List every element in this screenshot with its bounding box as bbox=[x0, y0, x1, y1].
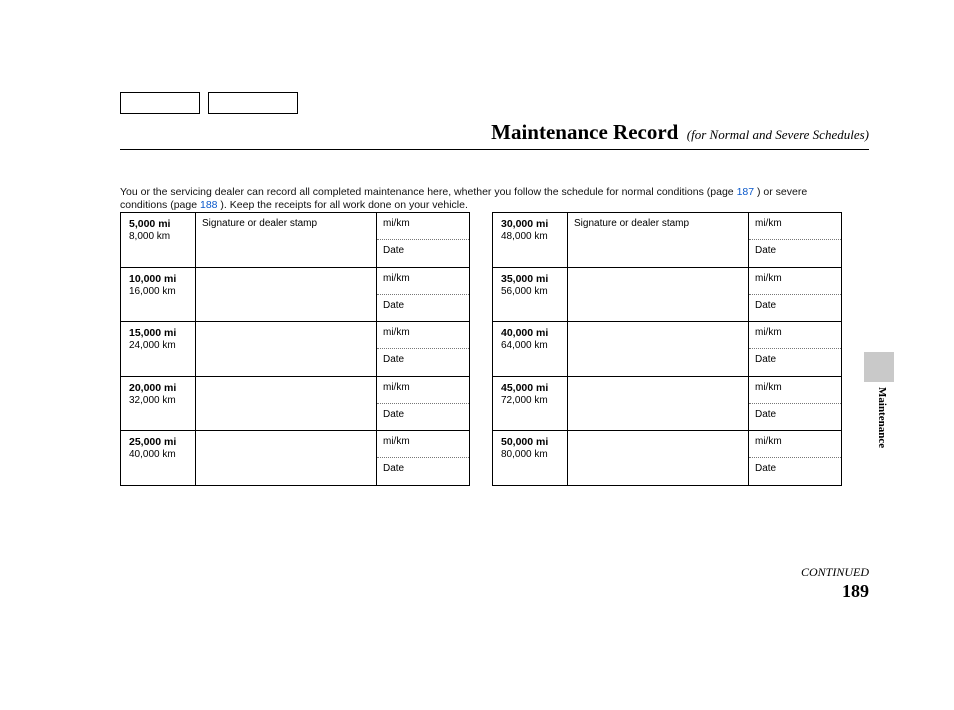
table-row: 5,000 mi8,000 kmSignature or dealer stam… bbox=[121, 213, 470, 268]
page-container: Maintenance Record (for Normal and Sever… bbox=[0, 0, 954, 710]
signature-cell bbox=[196, 376, 377, 431]
intro-part1: You or the servicing dealer can record a… bbox=[120, 186, 737, 198]
mileage-mi: 50,000 mi bbox=[501, 436, 548, 448]
mileage-km: 8,000 km bbox=[129, 231, 170, 242]
link-page-187[interactable]: 187 bbox=[737, 186, 755, 198]
signature-cell: Signature or dealer stamp bbox=[568, 213, 749, 268]
mileage-km: 32,000 km bbox=[129, 395, 176, 406]
mileage-cell: 30,000 mi48,000 km bbox=[493, 213, 568, 268]
mikm-field: mi/km bbox=[749, 322, 841, 349]
date-field: Date bbox=[749, 404, 841, 430]
table-row: 35,000 mi56,000 km mi/kmDate bbox=[493, 267, 842, 322]
mileage-mi: 5,000 mi bbox=[129, 218, 170, 230]
date-field: Date bbox=[377, 295, 469, 321]
mileage-km: 64,000 km bbox=[501, 340, 548, 351]
intro-text: You or the servicing dealer can record a… bbox=[120, 186, 839, 212]
table-row: 25,000 mi40,000 km mi/kmDate bbox=[121, 431, 470, 486]
mileage-km: 48,000 km bbox=[501, 231, 548, 242]
record-cell: mi/kmDate bbox=[377, 267, 470, 322]
placeholder-box-2 bbox=[208, 92, 298, 114]
signature-cell bbox=[196, 267, 377, 322]
placeholder-boxes bbox=[120, 92, 298, 114]
date-field: Date bbox=[377, 458, 469, 484]
table-row: 50,000 mi80,000 km mi/kmDate bbox=[493, 431, 842, 486]
mileage-cell: 10,000 mi16,000 km bbox=[121, 267, 196, 322]
mileage-mi: 30,000 mi bbox=[501, 218, 548, 230]
date-field: Date bbox=[749, 240, 841, 266]
page-subtitle: (for Normal and Severe Schedules) bbox=[687, 127, 869, 142]
mileage-cell: 45,000 mi72,000 km bbox=[493, 376, 568, 431]
mileage-km: 80,000 km bbox=[501, 449, 548, 460]
signature-cell bbox=[196, 431, 377, 486]
date-field: Date bbox=[377, 349, 469, 375]
mileage-cell: 5,000 mi8,000 km bbox=[121, 213, 196, 268]
mileage-cell: 20,000 mi32,000 km bbox=[121, 376, 196, 431]
mikm-field: mi/km bbox=[377, 213, 469, 240]
maintenance-table-left: 5,000 mi8,000 kmSignature or dealer stam… bbox=[120, 212, 470, 486]
mikm-field: mi/km bbox=[749, 268, 841, 295]
record-cell: mi/kmDate bbox=[749, 376, 842, 431]
mileage-km: 72,000 km bbox=[501, 395, 548, 406]
side-label: Maintenance bbox=[876, 387, 888, 448]
heading-row: Maintenance Record (for Normal and Sever… bbox=[120, 120, 869, 150]
record-cell: mi/kmDate bbox=[749, 267, 842, 322]
date-field: Date bbox=[377, 240, 469, 266]
signature-cell bbox=[568, 322, 749, 377]
mileage-mi: 45,000 mi bbox=[501, 382, 548, 394]
continued-label: CONTINUED bbox=[801, 565, 869, 580]
mileage-cell: 50,000 mi80,000 km bbox=[493, 431, 568, 486]
date-field: Date bbox=[377, 404, 469, 430]
mikm-field: mi/km bbox=[749, 213, 841, 240]
record-cell: mi/kmDate bbox=[749, 431, 842, 486]
side-tab bbox=[864, 352, 894, 382]
mileage-km: 40,000 km bbox=[129, 449, 176, 460]
mikm-field: mi/km bbox=[749, 377, 841, 404]
intro-part3: ). Keep the receipts for all work done o… bbox=[218, 199, 468, 211]
table-row: 30,000 mi48,000 kmSignature or dealer st… bbox=[493, 213, 842, 268]
table-row: 20,000 mi32,000 km mi/kmDate bbox=[121, 376, 470, 431]
record-cell: mi/kmDate bbox=[749, 322, 842, 377]
mikm-field: mi/km bbox=[749, 431, 841, 458]
table-row: 45,000 mi72,000 km mi/kmDate bbox=[493, 376, 842, 431]
signature-cell bbox=[568, 376, 749, 431]
mileage-mi: 40,000 mi bbox=[501, 327, 548, 339]
page-title: Maintenance Record bbox=[491, 120, 678, 144]
signature-cell: Signature or dealer stamp bbox=[196, 213, 377, 268]
maintenance-table-right: 30,000 mi48,000 kmSignature or dealer st… bbox=[492, 212, 842, 486]
mileage-cell: 40,000 mi64,000 km bbox=[493, 322, 568, 377]
table-row: 10,000 mi16,000 km mi/kmDate bbox=[121, 267, 470, 322]
mileage-mi: 10,000 mi bbox=[129, 273, 176, 285]
mikm-field: mi/km bbox=[377, 268, 469, 295]
mileage-mi: 25,000 mi bbox=[129, 436, 176, 448]
mikm-field: mi/km bbox=[377, 377, 469, 404]
link-page-188[interactable]: 188 bbox=[200, 199, 218, 211]
mileage-km: 24,000 km bbox=[129, 340, 176, 351]
mileage-mi: 35,000 mi bbox=[501, 273, 548, 285]
mikm-field: mi/km bbox=[377, 322, 469, 349]
record-cell: mi/kmDate bbox=[377, 213, 470, 268]
signature-cell bbox=[196, 322, 377, 377]
record-cell: mi/kmDate bbox=[749, 213, 842, 268]
mileage-km: 16,000 km bbox=[129, 286, 176, 297]
signature-cell bbox=[568, 431, 749, 486]
mikm-field: mi/km bbox=[377, 431, 469, 458]
table-row: 15,000 mi24,000 km mi/kmDate bbox=[121, 322, 470, 377]
table-row: 40,000 mi64,000 km mi/kmDate bbox=[493, 322, 842, 377]
mileage-cell: 15,000 mi24,000 km bbox=[121, 322, 196, 377]
page-number: 189 bbox=[842, 581, 869, 602]
mileage-mi: 20,000 mi bbox=[129, 382, 176, 394]
mileage-mi: 15,000 mi bbox=[129, 327, 176, 339]
date-field: Date bbox=[749, 349, 841, 375]
record-cell: mi/kmDate bbox=[377, 376, 470, 431]
mileage-cell: 35,000 mi56,000 km bbox=[493, 267, 568, 322]
date-field: Date bbox=[749, 458, 841, 484]
mileage-km: 56,000 km bbox=[501, 286, 548, 297]
signature-cell bbox=[568, 267, 749, 322]
mileage-cell: 25,000 mi40,000 km bbox=[121, 431, 196, 486]
placeholder-box-1 bbox=[120, 92, 200, 114]
record-cell: mi/kmDate bbox=[377, 431, 470, 486]
record-cell: mi/kmDate bbox=[377, 322, 470, 377]
tables-wrap: 5,000 mi8,000 kmSignature or dealer stam… bbox=[120, 212, 839, 486]
date-field: Date bbox=[749, 295, 841, 321]
